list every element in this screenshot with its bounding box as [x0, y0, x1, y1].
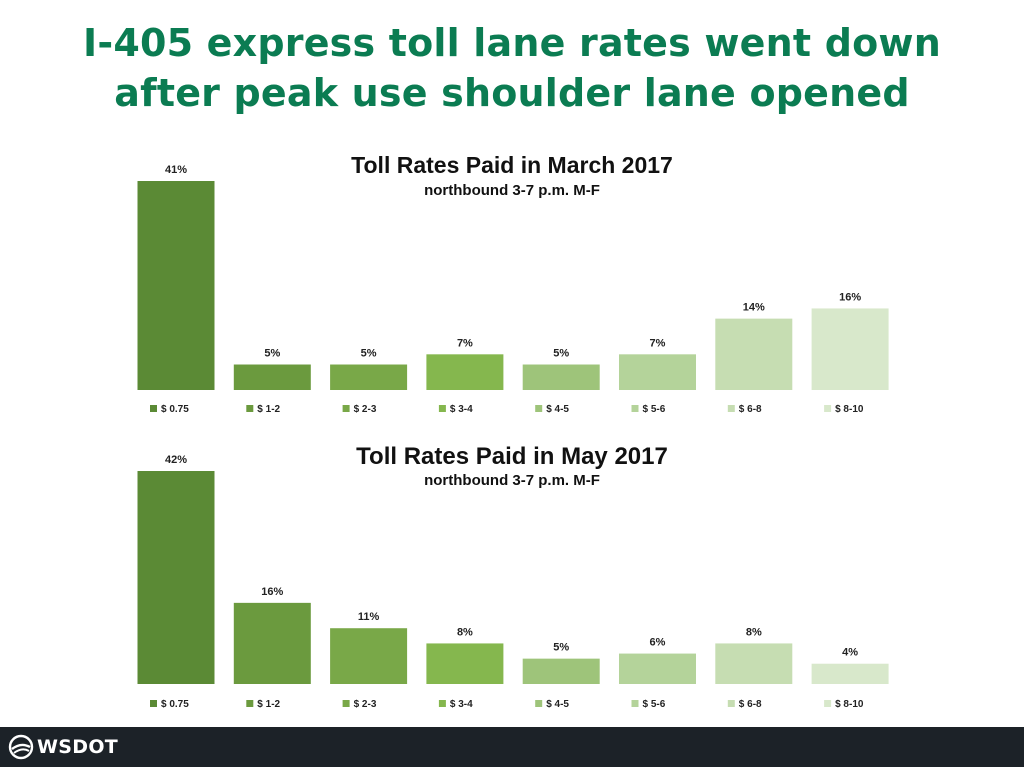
data-label: 11% [358, 611, 380, 623]
slide-title-line-1: I-405 express toll lane rates went down [83, 21, 941, 65]
legend-swatch [246, 405, 254, 412]
data-label: 7% [650, 337, 666, 349]
bar [137, 181, 215, 390]
legend-swatch [246, 700, 254, 707]
data-label: 5% [553, 642, 569, 654]
legend-label: $ 2-3 [354, 699, 377, 710]
data-label: 5% [361, 348, 377, 360]
bar [522, 364, 600, 390]
data-label: 4% [842, 647, 858, 659]
bar [811, 663, 889, 684]
bar [233, 364, 311, 390]
legend-swatch [438, 405, 446, 412]
chart-title: Toll Rates Paid in May 2017 [356, 443, 668, 470]
chart-title: Toll Rates Paid in March 2017 [351, 152, 673, 178]
march-toll-rate-chart: Toll Rates Paid in March 2017 northbound … [137, 152, 889, 415]
legend-swatch [438, 700, 446, 707]
wsdot-swoosh-icon [8, 734, 34, 760]
legend-swatch [631, 405, 639, 412]
may-toll-rate-chart: Toll Rates Paid in May 2017 northbound 3-… [137, 443, 889, 710]
footer-bar: WSDOT [0, 727, 1024, 767]
legend-label: $ 6-8 [739, 699, 762, 710]
legend-swatch [824, 700, 832, 707]
legend-label: $ 5-6 [643, 404, 666, 415]
legend-swatch [727, 700, 735, 707]
bar [330, 628, 408, 684]
data-label: 42% [165, 454, 187, 466]
bar [137, 471, 215, 684]
legend-swatch [150, 405, 157, 412]
legend-label: $ 8-10 [835, 404, 864, 415]
bar [426, 354, 504, 390]
legend-label: $ 3-4 [450, 699, 473, 710]
data-label: 7% [457, 337, 473, 349]
legend-swatch [535, 700, 543, 707]
chart-subtitle: northbound 3-7 p.m. M-F [424, 182, 600, 199]
legend-label: $ 1-2 [257, 404, 280, 415]
data-label: 16% [261, 586, 283, 598]
bar [330, 364, 408, 390]
data-label: 6% [650, 637, 666, 649]
legend-label: $ 3-4 [450, 404, 473, 415]
data-label: 5% [264, 348, 280, 360]
bar [233, 602, 311, 684]
legend-swatch [535, 405, 543, 412]
legend-swatch [824, 405, 832, 412]
legend-label: $ 5-6 [643, 699, 666, 710]
legend-swatch [727, 405, 735, 412]
slide-title: I-405 express toll lane rates went down … [0, 18, 1024, 118]
data-label: 41% [165, 164, 187, 176]
chart-subtitle: northbound 3-7 p.m. M-F [424, 472, 600, 489]
legend-label: $ 4-5 [546, 699, 569, 710]
data-label: 16% [839, 291, 861, 303]
bar [522, 658, 600, 684]
bar [715, 318, 793, 390]
legend-swatch [342, 405, 350, 412]
bar [715, 643, 793, 684]
legend-swatch [150, 700, 157, 707]
legend-label: $ 4-5 [546, 404, 569, 415]
wsdot-logo[interactable]: WSDOT [8, 733, 118, 761]
data-label: 5% [553, 348, 569, 360]
legend-label: $ 2-3 [354, 404, 377, 415]
legend-swatch [342, 700, 350, 707]
legend-swatch [631, 700, 639, 707]
data-label: 14% [743, 302, 765, 314]
data-label: 8% [457, 626, 473, 638]
bar [619, 653, 696, 684]
bar [426, 643, 504, 684]
legend-label: $ 0.75 [161, 699, 189, 710]
data-label: 8% [746, 626, 762, 638]
legend-label: $ 6-8 [739, 404, 762, 415]
slide-title-line-2: after peak use shoulder lane opened [114, 71, 910, 115]
wsdot-logo-text: WSDOT [37, 736, 119, 758]
legend-label: $ 8-10 [835, 699, 864, 710]
legend-label: $ 1-2 [257, 699, 280, 710]
bar [811, 308, 889, 390]
legend-label: $ 0.75 [161, 404, 189, 415]
bar [619, 354, 696, 390]
